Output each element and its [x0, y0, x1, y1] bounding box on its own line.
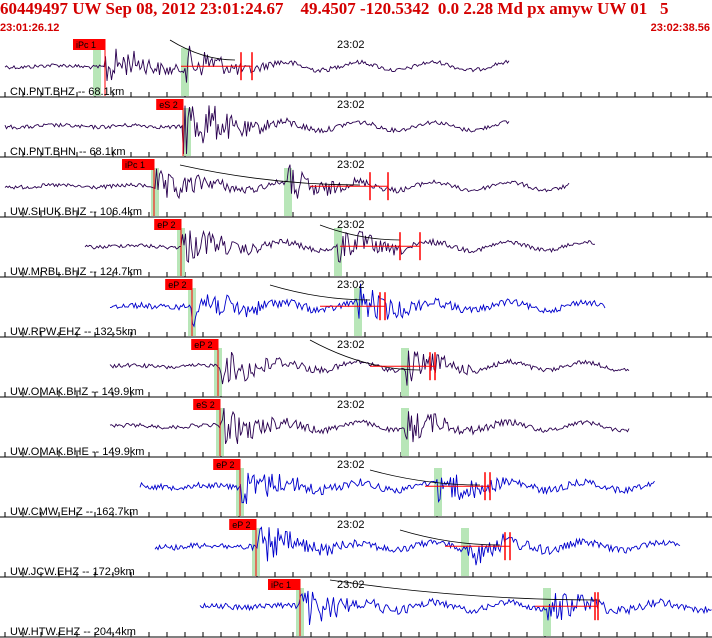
pick-box	[213, 459, 240, 470]
analysis-window	[461, 528, 469, 576]
time-mark: 23:02	[337, 39, 365, 51]
station-label: UW.RPW.EHZ -- 132.5km	[10, 326, 137, 338]
event-title: 60449497 UW Sep 08, 2012 23:01:24.67 49.…	[0, 0, 669, 18]
analysis-window	[151, 168, 159, 216]
start-time: 23:01:26.12	[0, 22, 60, 34]
station-label: CN.PNT.BHZ -- 68.1km	[10, 86, 124, 98]
pick-label: iPc 1	[125, 160, 145, 170]
travel-time-curve	[269, 284, 371, 301]
pick-label: eS 2	[196, 400, 215, 410]
travel-time-curve	[329, 579, 601, 601]
time-mark: 23:02	[337, 579, 365, 591]
travel-time-curve	[319, 224, 401, 241]
travel-time-curve	[179, 164, 361, 186]
time-mark: 23:02	[337, 519, 365, 531]
waveform	[4, 105, 510, 155]
travel-time-curve	[169, 39, 236, 61]
pick-box	[193, 399, 220, 410]
waveform	[154, 526, 681, 566]
waveform	[84, 229, 596, 263]
station-label: CN.PNT.BHN -- 68.1km	[10, 146, 126, 158]
analysis-window	[93, 48, 101, 96]
station-label: UW.SHUK.BHZ -- 106.4km	[10, 206, 142, 218]
pick-label: eP 2	[194, 340, 212, 350]
time-mark: 23:02	[337, 459, 365, 471]
waveform	[4, 45, 510, 83]
time-mark: 23:02	[337, 99, 365, 111]
pick-label: eP 2	[157, 220, 175, 230]
pick-label: iPc 1	[271, 580, 291, 590]
time-mark: 23:02	[337, 339, 365, 351]
waveform	[199, 590, 712, 626]
pick-box	[73, 39, 105, 50]
time-mark: 23:02	[337, 159, 365, 171]
waveform	[139, 472, 655, 504]
analysis-window	[401, 348, 409, 396]
pick-label: eP 2	[232, 520, 250, 530]
station-label: UW.CMW.EHZ -- 162.7km	[10, 506, 138, 518]
waveform	[109, 350, 630, 386]
waveform	[109, 408, 630, 444]
pick-box	[229, 519, 256, 530]
station-label: UW.OMAK.BHE -- 149.9km	[10, 446, 144, 458]
pick-box	[191, 339, 218, 350]
pick-box	[268, 579, 300, 590]
station-label: UW.OMAK.BHZ -- 149.9km	[10, 386, 144, 398]
pick-label: eP 2	[168, 280, 186, 290]
pick-box	[154, 219, 181, 230]
pick-box	[165, 279, 192, 290]
pick-box	[156, 99, 183, 110]
analysis-window	[284, 168, 292, 216]
end-time: 23:02:38.56	[650, 22, 710, 34]
pick-label: eS 2	[159, 100, 178, 110]
time-mark: 23:02	[337, 399, 365, 411]
time-mark: 23:02	[337, 219, 365, 231]
header: 60449497 UW Sep 08, 2012 23:01:24.67 49.…	[0, 0, 712, 36]
travel-time-curve	[369, 469, 481, 486]
travel-time-curve	[399, 529, 501, 546]
pick-label: eP 2	[216, 460, 234, 470]
travel-time-curve	[309, 339, 421, 371]
pick-label: iPc 1	[76, 40, 96, 50]
station-label: UW.MRBL.BHZ -- 124.7km	[10, 266, 142, 278]
time-mark: 23:02	[337, 279, 365, 291]
station-label: UW.HTW.EHZ -- 204.4km	[10, 626, 136, 638]
station-label: UW.JCW.EHZ -- 172.9km	[10, 566, 135, 578]
pick-box	[122, 159, 154, 170]
